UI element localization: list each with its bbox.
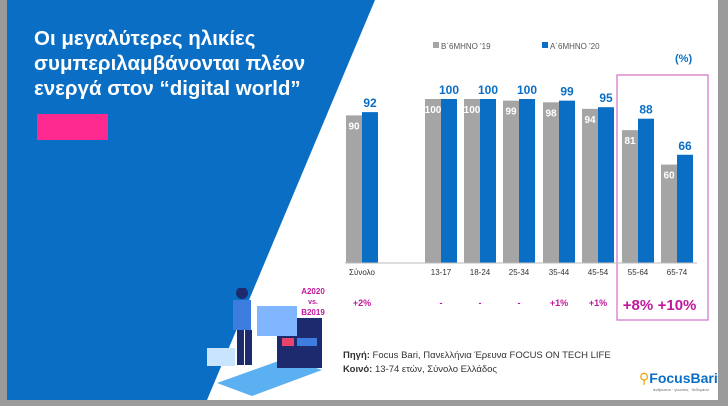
data-label-2020: 99: [560, 85, 574, 99]
bar-2020-Σύνολο: [362, 112, 378, 264]
pink-accent-block: [37, 114, 108, 140]
unit-label: (%): [675, 53, 692, 65]
audience-text: 13-74 ετών, Σύνολο Ελλάδος: [372, 364, 498, 375]
data-label-2019: 90: [348, 121, 360, 132]
focusbari-logo: ⚲FocusBari ανθρωποι · γνωσεις · δεδομενα: [639, 370, 718, 392]
legend-swatch-2020: [542, 42, 548, 48]
difference-label: +10%: [658, 297, 697, 314]
bar-2020-18-24: [480, 99, 496, 263]
x-tick-label: 55-64: [628, 268, 649, 277]
difference-label: -: [518, 298, 521, 308]
data-label-2019: 99: [505, 107, 517, 118]
legend: B΄6ΜΗΝΟ '19 A΄6ΜΗΝΟ '20: [433, 42, 600, 51]
bar-2019-55-64: [622, 130, 638, 263]
bar-2020-45-54: [598, 107, 614, 263]
slide: Οι μεγαλύτερες ηλικίες συμπεριλαμβάνοντα…: [7, 0, 718, 400]
difference-label: +1%: [550, 298, 568, 308]
data-label-2020: 88: [639, 103, 653, 117]
data-label-2020: 100: [439, 83, 459, 97]
bar-2020-55-64: [638, 118, 654, 264]
source-label: Πηγή:: [343, 350, 370, 361]
comparison-label-3: B2019: [301, 308, 325, 317]
difference-label: -: [479, 298, 482, 308]
blue-background-shape: [7, 0, 375, 400]
data-label-2019: 100: [425, 105, 442, 116]
slide-title: Οι μεγαλύτερες ηλικίες συμπεριλαμβάνοντα…: [34, 27, 306, 100]
data-label-2019: 81: [624, 136, 636, 147]
legend-swatch-2019: [433, 42, 439, 48]
bar-2020-65-74: [677, 154, 693, 263]
data-label-2020: 100: [478, 83, 498, 97]
magnifier-icon: ⚲: [639, 370, 650, 386]
source-note: Πηγή: Focus Bari, Πανελλήνια Έρευνα FOCU…: [343, 349, 611, 377]
difference-label: +2%: [353, 298, 371, 308]
data-label-2020: 95: [599, 91, 613, 105]
difference-label: -: [440, 298, 443, 308]
bar-2020-13-17: [441, 99, 457, 263]
bar-2019-35-44: [543, 102, 559, 263]
bar-2019-65-74: [661, 164, 677, 263]
x-tick-label: 35-44: [549, 268, 570, 277]
x-tick-label: 13-17: [431, 268, 452, 277]
data-label-2020: 92: [363, 96, 377, 110]
bar-2020-35-44: [559, 100, 575, 263]
data-label-2020: 100: [517, 83, 537, 97]
x-tick-label: Σύνολο: [349, 268, 375, 277]
data-label-2019: 98: [545, 108, 557, 119]
x-tick-label: 18-24: [470, 268, 491, 277]
bar-2019-18-24: [464, 99, 480, 263]
audience-label: Κοινό:: [343, 364, 373, 375]
highlight-box: [616, 74, 709, 321]
difference-label: +8%: [623, 297, 653, 314]
bar-2019-13-17: [425, 99, 441, 263]
person-with-laptop-illustration: [207, 288, 322, 396]
comparison-label-1: A2020: [301, 287, 325, 296]
data-label-2019: 100: [464, 105, 481, 116]
x-tick-label: 45-54: [588, 268, 609, 277]
difference-label: +1%: [589, 298, 607, 308]
data-label-2019: 94: [584, 115, 596, 126]
legend-label-2020: A΄6ΜΗΝΟ '20: [550, 42, 600, 51]
legend-label-2019: B΄6ΜΗΝΟ '19: [441, 42, 491, 51]
bar-2020-25-34: [519, 99, 535, 263]
data-label-2019: 60: [663, 171, 675, 182]
comparison-label-2: vs.: [308, 299, 318, 306]
bar-2019-25-34: [503, 100, 519, 263]
data-label-2020: 66: [678, 139, 692, 153]
source-text: Focus Bari, Πανελλήνια Έρευνα FOCUS ON T…: [369, 350, 611, 361]
bar-2019-45-54: [582, 108, 598, 263]
x-tick-label: 25-34: [509, 268, 530, 277]
bar-2019-Σύνολο: [346, 115, 362, 264]
x-tick-label: 65-74: [667, 268, 688, 277]
